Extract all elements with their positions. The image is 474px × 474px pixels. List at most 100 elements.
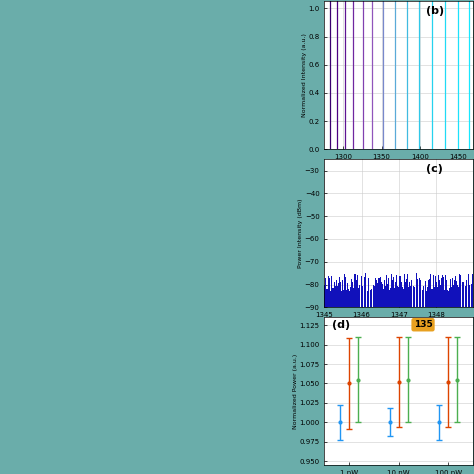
Bar [378,278,379,307]
Bar [373,285,374,307]
Bar [362,286,363,307]
Bar [433,275,434,307]
Bar [354,273,355,307]
Bar [377,283,378,307]
Bar [468,274,469,307]
Bar [359,285,360,307]
Bar [470,291,471,307]
Bar [414,287,415,307]
Bar [367,291,368,307]
Y-axis label: Normalized Power (a.u.): Normalized Power (a.u.) [293,354,298,429]
Bar [398,287,399,307]
Bar [376,280,377,307]
Bar [381,283,382,307]
Bar [358,288,359,307]
Bar [405,282,406,307]
Bar [459,273,460,307]
Bar [472,274,473,307]
Bar [343,290,344,307]
Bar [388,278,389,307]
Bar [403,285,404,307]
Bar [404,274,405,307]
Bar [329,278,330,307]
Bar [325,278,326,307]
Bar [380,277,381,307]
Bar [328,275,329,307]
Bar [324,284,325,307]
Bar [368,279,369,307]
Bar [334,282,335,307]
Bar [352,282,353,307]
Bar [351,279,352,307]
Bar [393,277,394,307]
Bar [346,290,347,307]
Bar [413,286,414,307]
Bar [370,290,371,307]
Bar [386,275,387,307]
Bar [412,291,413,307]
Text: (c): (c) [426,164,442,173]
Bar [415,289,416,307]
Bar [420,280,421,307]
Text: (b): (b) [426,6,444,16]
Bar [442,275,443,307]
Bar [419,285,420,307]
Bar [431,289,432,307]
X-axis label: Wavelength: Wavelength [378,162,419,168]
X-axis label: Wa: Wa [393,319,404,326]
Text: 135: 135 [414,320,432,329]
Bar [409,283,410,307]
Bar [446,280,447,307]
Bar [436,281,437,307]
Bar [417,279,418,307]
Bar [462,282,463,307]
Bar [375,278,376,307]
Bar [469,284,470,307]
Bar [451,287,452,307]
Bar [466,280,467,307]
Bar [455,276,456,307]
Bar [435,276,436,307]
Bar [363,282,364,307]
Bar [445,288,446,307]
Bar [443,277,444,307]
Bar [338,283,339,307]
Bar [347,283,348,307]
Bar [434,287,435,307]
Bar [467,274,468,307]
Bar [464,288,465,307]
Bar [457,285,458,307]
Bar [372,276,373,307]
Y-axis label: Normalized Intensity (a.u.): Normalized Intensity (a.u.) [302,33,307,117]
Bar [389,290,390,307]
Bar [407,273,408,307]
Bar [371,289,372,307]
Bar [365,273,366,307]
Bar [421,282,422,307]
Bar [336,280,337,307]
Bar [387,284,388,307]
Bar [396,275,397,307]
Bar [426,291,427,307]
Bar [432,289,433,307]
Bar [430,274,431,307]
Bar [384,280,385,307]
Bar [461,280,462,307]
Bar [416,273,417,307]
Bar [425,281,426,307]
Bar [392,280,393,307]
Bar [423,285,424,307]
Bar [402,287,403,307]
Bar [335,283,336,307]
Y-axis label: Power Intensity (dBm): Power Intensity (dBm) [298,199,303,268]
Bar [439,280,440,307]
Bar [379,277,380,307]
Bar [444,290,445,307]
Bar [345,277,346,307]
Bar [437,287,438,307]
Bar [450,279,451,307]
Bar [342,280,343,307]
Bar [400,276,401,307]
Bar [326,281,327,307]
Bar [348,283,349,307]
